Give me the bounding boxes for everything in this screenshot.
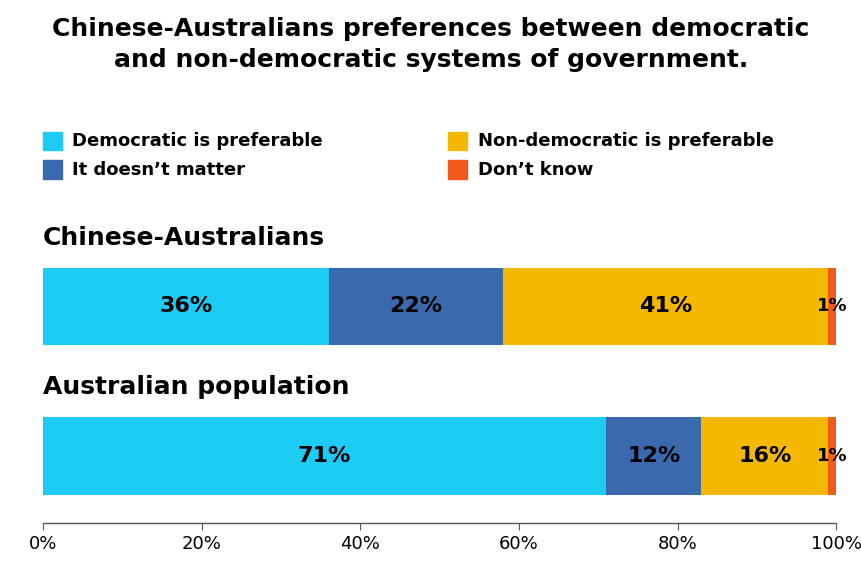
Text: Don’t know: Don’t know [477,160,592,179]
Bar [827,267,835,346]
Text: 36%: 36% [159,297,212,316]
Text: Democratic is preferable: Democratic is preferable [72,132,323,150]
Text: Non-democratic is preferable: Non-democratic is preferable [477,132,772,150]
Text: 12%: 12% [627,446,679,466]
Bar [43,267,328,346]
Text: Chinese-Australians preferences between democratic
and non-democratic systems of: Chinese-Australians preferences between … [53,17,808,72]
Text: 41%: 41% [638,297,691,316]
Bar [328,267,503,346]
Bar [701,417,827,495]
Text: 1%: 1% [816,297,846,316]
Text: 16%: 16% [737,446,790,466]
Text: 1%: 1% [816,447,846,465]
Bar [503,267,827,346]
Text: Chinese-Australians: Chinese-Australians [43,225,325,250]
Text: It doesn’t matter: It doesn’t matter [72,160,245,179]
Text: 22%: 22% [389,297,442,316]
Text: Australian population: Australian population [43,375,350,399]
Text: 71%: 71% [298,446,351,466]
Bar [827,417,835,495]
Bar [605,417,701,495]
Bar [43,417,605,495]
